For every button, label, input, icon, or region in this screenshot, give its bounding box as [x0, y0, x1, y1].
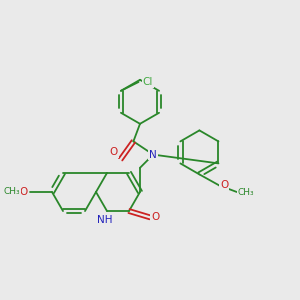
Text: CH₃: CH₃	[238, 188, 254, 196]
Text: CH₃: CH₃	[4, 188, 20, 196]
Text: O: O	[110, 147, 118, 158]
Text: N: N	[149, 150, 157, 160]
Text: Cl: Cl	[142, 77, 153, 87]
Text: O: O	[20, 187, 28, 197]
Text: O: O	[220, 180, 228, 190]
Text: NH: NH	[97, 215, 113, 225]
Text: O: O	[151, 212, 159, 222]
